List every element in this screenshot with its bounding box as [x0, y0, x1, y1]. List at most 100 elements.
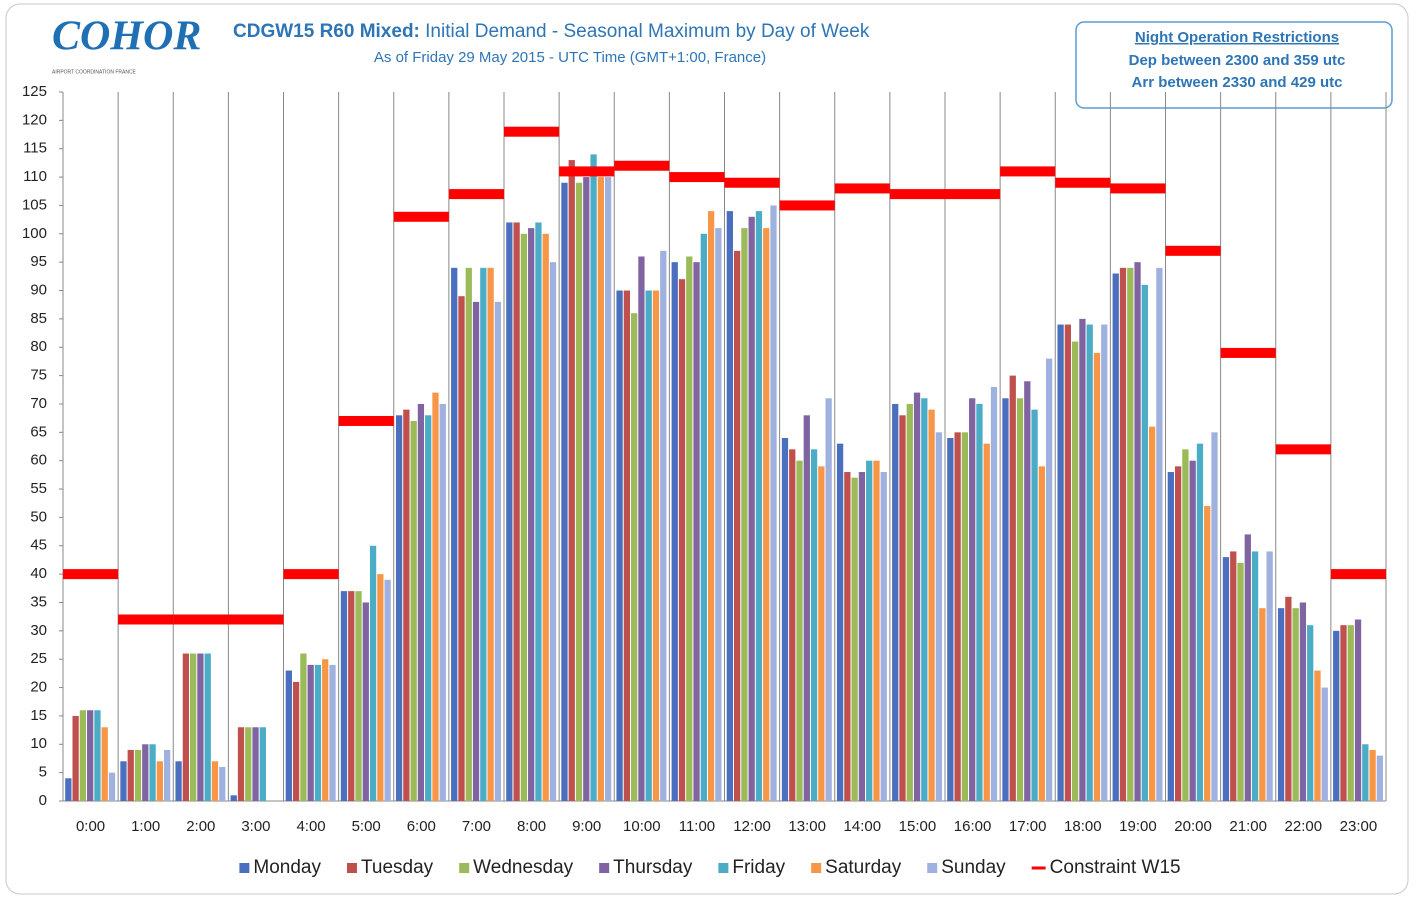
legend-swatch: [599, 863, 610, 873]
bar: [72, 715, 79, 801]
bar: [432, 392, 439, 801]
bar: [983, 443, 990, 801]
bar: [494, 301, 502, 801]
y-tick-label: 95: [30, 253, 47, 270]
constraint: [614, 160, 670, 171]
bar: [858, 472, 866, 801]
legend-item: Tuesday: [346, 857, 434, 878]
bar: [1167, 472, 1174, 801]
x-tick-label: 8:00: [517, 818, 546, 835]
bar: [362, 602, 369, 801]
constraint: [338, 415, 394, 426]
y-tick-label: 90: [30, 281, 47, 298]
y-tick-label: 105: [22, 196, 47, 213]
bar: [796, 460, 803, 801]
legend-label: Saturday: [825, 857, 902, 878]
bar: [638, 256, 645, 801]
bar: [568, 160, 575, 802]
bar: [329, 664, 336, 801]
bar: [803, 415, 810, 801]
bar: [770, 205, 777, 801]
bar: [425, 415, 432, 801]
constraint: [228, 614, 284, 625]
bar: [1277, 608, 1285, 801]
bar: [616, 290, 623, 801]
y-tick-label: 85: [30, 310, 47, 327]
legend-item: Saturday: [811, 857, 902, 878]
bar: [844, 472, 851, 801]
bar: [1244, 534, 1251, 801]
constraint: [1275, 444, 1331, 455]
bar: [175, 761, 182, 801]
bar: [678, 279, 686, 801]
legend-swatch: [346, 863, 357, 873]
bar: [1064, 324, 1072, 801]
bar: [1031, 409, 1038, 801]
bar: [458, 296, 465, 801]
legend-item: Monday: [239, 857, 321, 878]
note-line: Dep between 2300 and 359 utc: [1129, 52, 1346, 69]
bar: [1024, 381, 1031, 801]
constraint: [283, 569, 339, 580]
bar: [575, 182, 583, 801]
bar: [1321, 687, 1328, 801]
bar: [755, 211, 763, 801]
legend-label: Monday: [253, 857, 321, 878]
bar: [789, 449, 796, 801]
bar: [1333, 630, 1340, 801]
bar: [1211, 432, 1218, 801]
bar: [520, 233, 528, 802]
bar: [101, 727, 108, 801]
bar: [1119, 267, 1127, 801]
bar: [590, 154, 597, 802]
bar: [237, 727, 245, 801]
legend-item: Constraint W15: [1031, 857, 1181, 878]
bar: [880, 472, 887, 801]
bar: [472, 301, 480, 801]
constraint: [1165, 245, 1221, 256]
bar: [1251, 551, 1259, 801]
bar: [1045, 358, 1053, 801]
chart-subtitle: As of Friday 29 May 2015 - UTC Time (GMT…: [374, 49, 766, 66]
bar: [355, 591, 362, 801]
x-tick-label: 1:00: [131, 818, 160, 835]
chart-title: CDGW15 R60 Mixed: Initial Demand - Seaso…: [233, 21, 870, 42]
bar: [906, 403, 913, 801]
bar: [384, 579, 391, 801]
bar: [892, 403, 899, 801]
bar: [182, 653, 190, 801]
bar: [748, 216, 755, 801]
bar: [873, 460, 880, 801]
constraint: [724, 177, 780, 188]
bar: [660, 250, 667, 802]
y-tick-label: 50: [30, 508, 47, 525]
y-tick-label: 80: [30, 338, 47, 355]
y-tick-label: 30: [30, 622, 47, 639]
bar: [94, 710, 101, 801]
bar: [1101, 324, 1108, 801]
constraint: [945, 189, 1001, 200]
bar: [645, 290, 652, 801]
bar: [763, 228, 770, 802]
x-tick-label: 22:00: [1285, 818, 1323, 835]
note-line: Arr between 2330 and 429 utc: [1132, 74, 1343, 91]
constraint: [889, 189, 945, 200]
bar: [1016, 398, 1024, 801]
constraint: [504, 126, 560, 137]
y-tick-label: 75: [30, 367, 47, 384]
bar: [733, 250, 741, 802]
bar: [163, 749, 171, 801]
y-tick-label: 40: [30, 565, 47, 582]
constraint: [448, 189, 504, 200]
bar: [1376, 755, 1384, 801]
y-tick-label: 0: [39, 792, 47, 809]
x-tick-label: 13:00: [788, 818, 826, 835]
constraint: [1110, 183, 1166, 194]
x-tick-label: 10:00: [623, 818, 661, 835]
bar: [1354, 619, 1362, 801]
y-tick-label: 5: [39, 764, 47, 781]
legend-swatch: [459, 863, 470, 873]
bar: [1340, 625, 1347, 801]
x-tick-label: 6:00: [407, 818, 436, 835]
